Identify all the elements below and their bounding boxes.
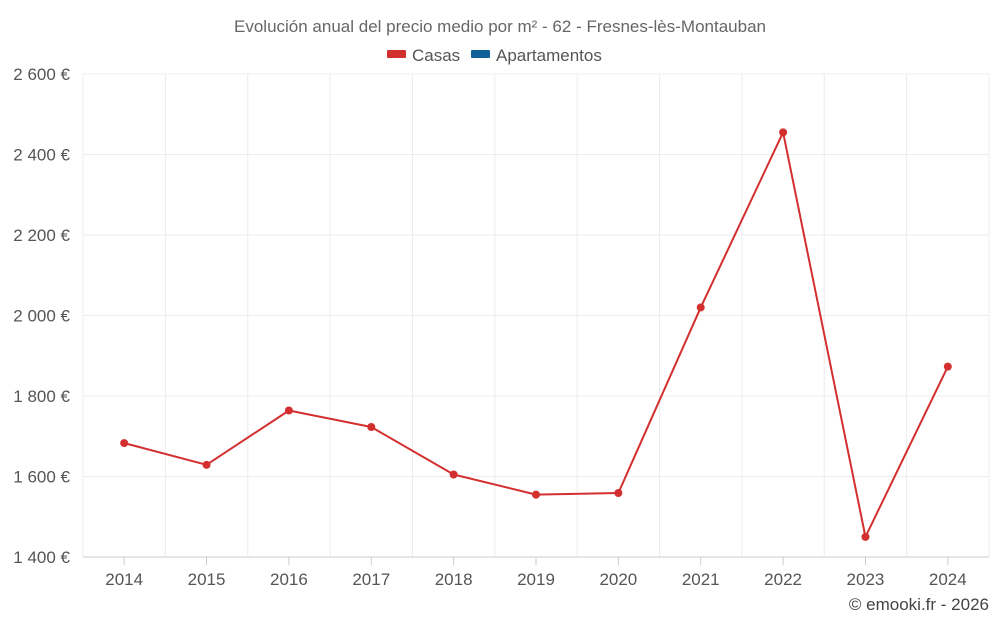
x-tick-label: 2024 bbox=[929, 570, 967, 589]
y-tick-label: 1 600 € bbox=[13, 468, 70, 487]
data-point-casas-2019[interactable] bbox=[532, 490, 540, 499]
y-tick-label: 2 200 € bbox=[13, 226, 70, 245]
credit-text: © emooki.fr - 2026 bbox=[849, 595, 989, 614]
data-point-casas-2020[interactable] bbox=[614, 489, 623, 498]
x-tick-label: 2016 bbox=[270, 570, 308, 589]
x-tick-label: 2017 bbox=[352, 570, 390, 589]
legend-item-casas[interactable]: Casas bbox=[387, 46, 460, 65]
data-point-casas-2016[interactable] bbox=[284, 406, 293, 415]
chart-title: Evolución anual del precio medio por m² … bbox=[234, 17, 766, 36]
y-tick-label: 2 600 € bbox=[13, 65, 70, 84]
data-point-casas-2024[interactable] bbox=[943, 362, 952, 371]
x-axis-ticks: 2014 2015 2016 2017 2018 2019 2020 2021 2022 2023… bbox=[105, 557, 967, 589]
series-casas bbox=[120, 128, 952, 541]
legend-label-apartamentos: Apartamentos bbox=[496, 46, 602, 65]
y-tick-label: 1 800 € bbox=[13, 387, 70, 406]
data-point-casas-2022[interactable] bbox=[779, 128, 788, 137]
data-point-casas-2017[interactable] bbox=[367, 422, 376, 431]
legend-label-casas: Casas bbox=[412, 46, 460, 65]
y-tick-label: 2 400 € bbox=[13, 146, 70, 165]
x-tick-label: 2022 bbox=[764, 570, 802, 589]
y-tick-label: 2 000 € bbox=[13, 307, 70, 326]
data-point-casas-2023[interactable] bbox=[861, 532, 870, 541]
x-tick-label: 2015 bbox=[188, 570, 226, 589]
data-point-casas-2018[interactable] bbox=[449, 470, 458, 479]
legend-swatch-apartamentos bbox=[471, 50, 490, 58]
y-tick-label: 1 400 € bbox=[13, 548, 70, 567]
x-tick-label: 2023 bbox=[847, 570, 885, 589]
x-tick-label: 2018 bbox=[435, 570, 473, 589]
gridlines bbox=[82, 73, 990, 557]
legend: Casas Apartamentos bbox=[387, 46, 602, 65]
x-tick-label: 2020 bbox=[599, 570, 637, 589]
legend-swatch-casas bbox=[387, 50, 406, 58]
data-point-casas-2014[interactable] bbox=[120, 439, 129, 448]
x-tick-label: 2021 bbox=[682, 570, 720, 589]
legend-item-apartamentos[interactable]: Apartamentos bbox=[471, 46, 602, 65]
x-tick-label: 2019 bbox=[517, 570, 555, 589]
data-point-casas-2015[interactable] bbox=[202, 460, 211, 469]
y-axis-ticks: 1 400 € 1 600 € 1 800 € 2 000 € 2 200 € 2 400… bbox=[13, 65, 70, 567]
data-point-casas-2021[interactable] bbox=[696, 303, 705, 312]
x-tick-label: 2014 bbox=[105, 570, 143, 589]
